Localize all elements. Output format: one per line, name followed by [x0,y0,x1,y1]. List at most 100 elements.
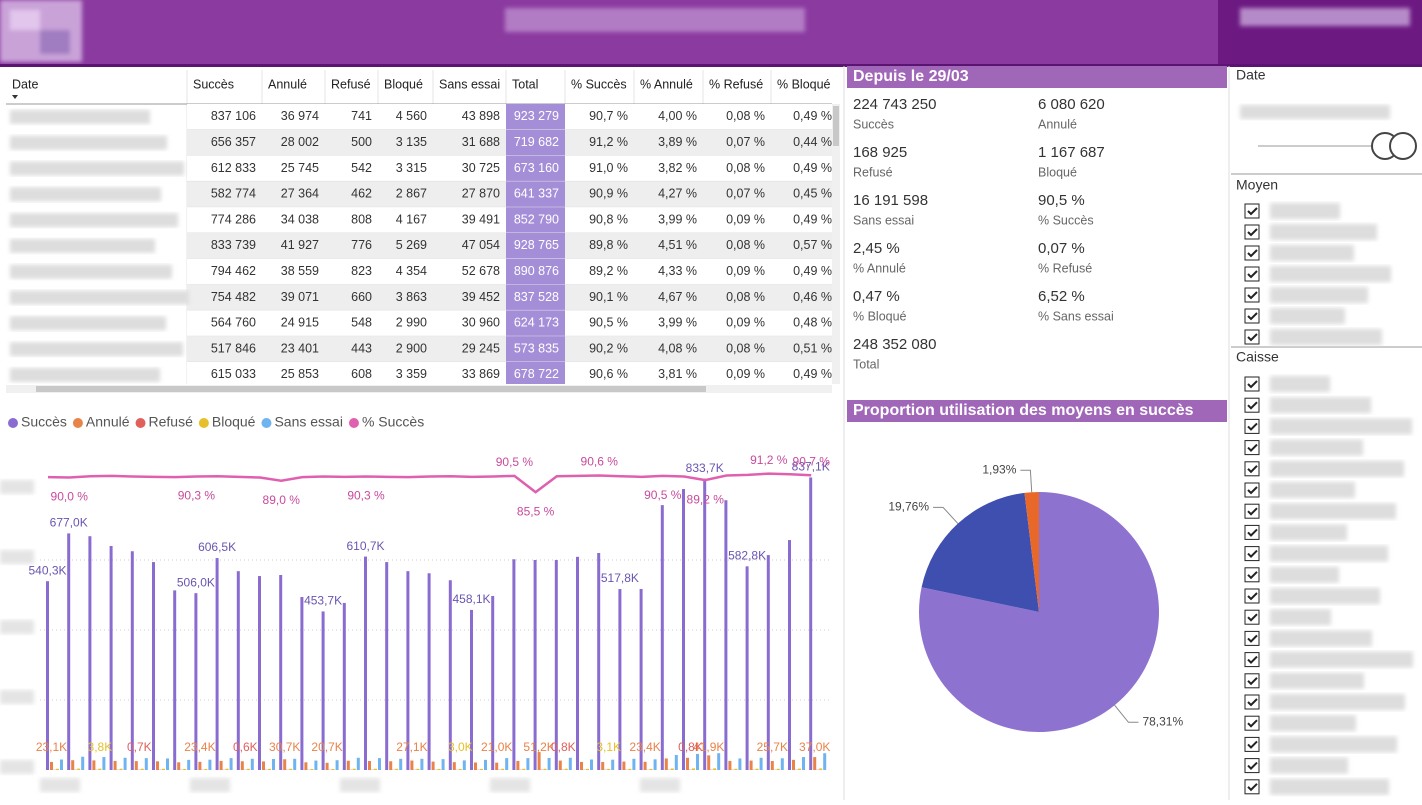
bar [707,755,710,770]
legend-label[interactable]: % Succès [362,414,424,430]
bar [781,758,784,770]
bar [135,761,138,770]
checkbox[interactable] [1245,525,1259,539]
bar [484,760,487,770]
checkbox[interactable] [1245,674,1259,688]
cell: 0,46 % [793,290,832,304]
checkbox[interactable] [1245,653,1259,667]
checkbox[interactable] [1245,737,1259,751]
column-header[interactable]: Date [12,77,38,91]
checkbox[interactable] [1245,246,1259,260]
checkbox[interactable] [1245,483,1259,497]
bar [809,477,812,770]
bar [548,758,551,770]
cell: 641 337 [514,187,559,201]
checkbox[interactable] [1245,330,1259,344]
cell: 4,00 % [658,109,697,123]
legend-label[interactable]: Sans essai [274,414,342,430]
column-header[interactable]: % Succès [571,77,627,91]
checkbox[interactable] [1245,309,1259,323]
checkbox[interactable] [1245,225,1259,239]
bar [703,479,706,770]
legend-swatch[interactable] [136,418,146,428]
column-header[interactable]: Succès [193,77,234,91]
checkbox[interactable] [1245,267,1259,281]
legend-label[interactable]: Bloqué [212,414,256,430]
column-header[interactable]: Sans essai [439,77,500,91]
checkbox[interactable] [1245,288,1259,302]
bar [601,762,604,770]
legend-label[interactable]: Annulé [86,414,130,430]
bar [724,500,727,770]
slider-handle[interactable] [1390,133,1416,159]
blurred-date [10,187,161,201]
blurred-item [1270,266,1391,282]
legend-swatch[interactable] [349,418,359,428]
checkbox[interactable] [1245,695,1259,709]
cell: 90,7 % [589,109,628,123]
blurred-item [1270,503,1396,519]
blurred-date [10,265,172,279]
legend-swatch[interactable] [261,418,271,428]
data-label: 3,0K [448,740,473,754]
pie-label: 19,76% [888,500,929,514]
slicer-title: Date [1236,67,1266,83]
checkbox[interactable] [1245,610,1259,624]
checkbox[interactable] [1245,568,1259,582]
cell: 90,1 % [589,290,628,304]
legend-swatch[interactable] [199,418,209,428]
checkbox[interactable] [1245,398,1259,412]
checkbox[interactable] [1245,504,1259,518]
bar [364,557,367,770]
cell: 90,8 % [589,212,628,226]
column-header[interactable]: Refusé [331,77,371,91]
checkbox[interactable] [1245,716,1259,730]
checkbox[interactable] [1245,780,1259,794]
blurred-item [1270,758,1348,774]
blurred-item [1270,546,1388,562]
bar [272,759,275,770]
cell: 3,81 % [658,367,697,381]
kpi-value: 90,5 % [1038,192,1085,209]
cell: 3,99 % [658,316,697,330]
checkbox[interactable] [1245,441,1259,455]
cell: 0,09 % [726,264,765,278]
legend-swatch[interactable] [8,418,18,428]
legend-label[interactable]: Refusé [149,414,194,430]
cell: 23 401 [281,341,319,355]
cell: 3 315 [396,161,427,175]
checkbox[interactable] [1245,631,1259,645]
cell: 3,99 % [658,212,697,226]
checkbox[interactable] [1245,419,1259,433]
bar [378,758,381,770]
blurred-item [1270,524,1347,540]
legend-label[interactable]: Succès [21,414,67,430]
checkbox[interactable] [1245,589,1259,603]
column-header[interactable]: % Refusé [709,77,763,91]
checkbox[interactable] [1245,462,1259,476]
checkbox[interactable] [1245,377,1259,391]
column-header[interactable]: Annulé [268,77,307,91]
data-label: 90,3 % [178,489,216,503]
column-header[interactable]: Bloqué [384,77,423,91]
chart-title: Proportion utilisation des moyens en suc… [853,402,1194,419]
legend-swatch[interactable] [73,418,83,428]
checkbox[interactable] [1245,204,1259,218]
kpi-value: 0,07 % [1038,240,1085,257]
bar [102,757,105,770]
bar [353,769,356,770]
bar [343,603,346,770]
column-header[interactable]: % Annulé [640,77,693,91]
checkbox[interactable] [1245,547,1259,561]
column-header[interactable]: Total [512,77,538,91]
cell: 2 990 [396,316,427,330]
cell: 29 245 [462,341,500,355]
checkbox[interactable] [1245,759,1259,773]
column-header[interactable]: % Bloqué [777,77,831,91]
kpi-value: 2,45 % [853,240,900,257]
data-label: 833,7K [686,461,724,475]
bar [474,762,477,770]
cell: 28 002 [281,135,319,149]
cell: 36 974 [281,109,319,123]
cell: 548 [351,316,372,330]
